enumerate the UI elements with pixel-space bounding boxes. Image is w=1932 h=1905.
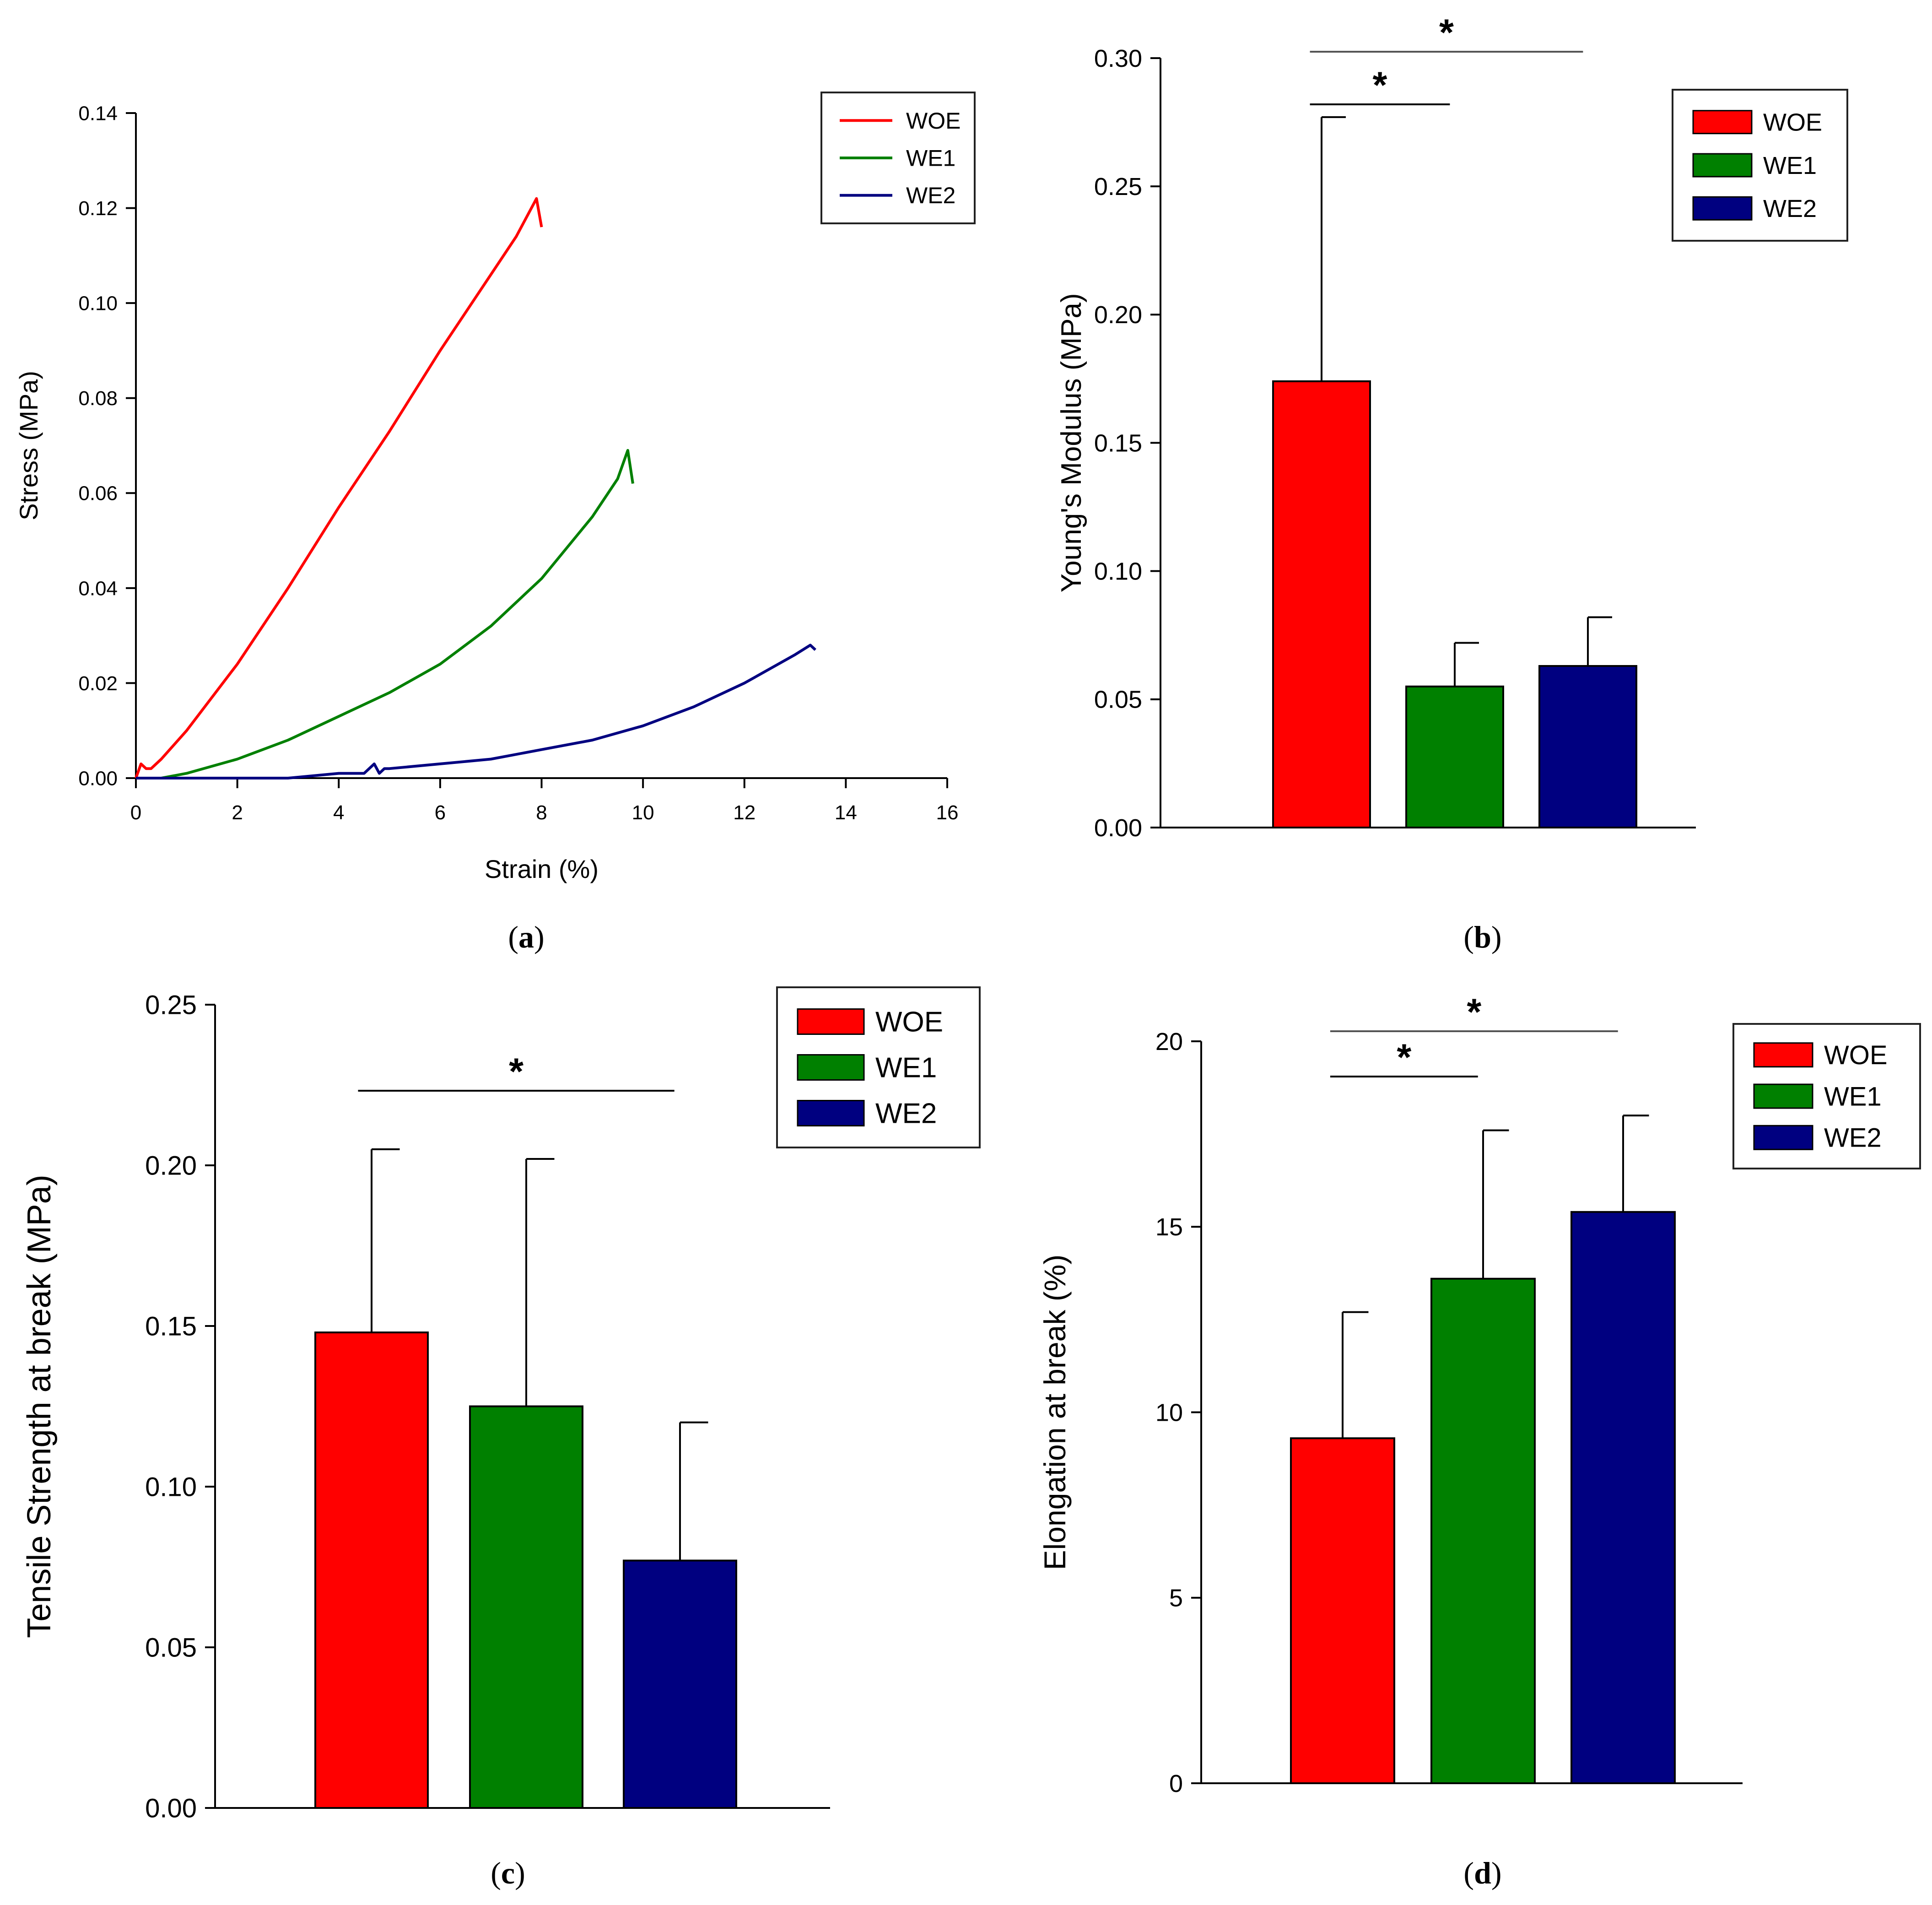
y-tick-label: 0.10: [1094, 558, 1142, 585]
panel-caption-letter: c: [501, 1856, 515, 1890]
panel-caption-open: (: [508, 920, 518, 954]
significance-star: *: [1397, 1037, 1411, 1078]
y-tick-label: 0.30: [1094, 45, 1142, 72]
x-tick-label: 6: [435, 801, 446, 824]
y-tick-label: 0.02: [78, 672, 118, 695]
y-axis-label: Tensile Strength at break (MPa): [21, 1174, 58, 1638]
panel-caption-close: ): [1491, 1856, 1502, 1890]
legend-label: WE1: [1824, 1082, 1882, 1111]
y-tick-label: 0.25: [145, 990, 197, 1020]
bar-we2: [1571, 1212, 1675, 1783]
y-axis-label: Elongation at break (%): [1038, 1255, 1072, 1570]
series-line-woe: [136, 199, 542, 778]
significance-star: *: [509, 1051, 523, 1093]
legend-swatch-we1: [1693, 154, 1752, 177]
bar-we1: [1406, 687, 1503, 828]
bar-we2: [1539, 666, 1636, 828]
x-axis-label: Strain (%): [485, 855, 599, 883]
bar-woe: [315, 1332, 428, 1808]
y-tick-label: 0.05: [1094, 686, 1142, 714]
y-tick-label: 0.15: [145, 1311, 197, 1341]
y-tick-label: 0: [1169, 1770, 1183, 1797]
y-tick-label: 0.00: [78, 767, 118, 790]
legend-swatch-woe: [1754, 1043, 1813, 1067]
panel-caption-letter: b: [1474, 920, 1491, 954]
y-tick-label: 20: [1155, 1028, 1183, 1055]
y-tick-label: 0.10: [145, 1472, 197, 1502]
legend-label: WE2: [906, 183, 955, 208]
significance-star: *: [1373, 65, 1387, 106]
panel-caption-close: ): [515, 1856, 525, 1890]
y-tick-label: 0.08: [78, 387, 118, 410]
bar-we1: [470, 1407, 583, 1808]
legend-swatch-we1: [798, 1055, 864, 1080]
legend-label: WE2: [1824, 1123, 1882, 1153]
panel-caption-open: (: [1463, 1856, 1474, 1890]
x-tick-label: 4: [333, 801, 344, 824]
legend-swatch-we2: [1754, 1126, 1813, 1149]
legend-label: WE2: [875, 1098, 937, 1130]
panel-caption: (b): [1463, 920, 1501, 954]
legend-swatch-we2: [798, 1101, 864, 1126]
panel-caption-letter: a: [518, 920, 534, 954]
y-tick-label: 5: [1169, 1585, 1183, 1612]
panel-caption: (c): [491, 1856, 525, 1890]
x-tick-label: 16: [936, 801, 959, 824]
y-tick-label: 0.10: [78, 292, 118, 315]
y-tick-label: 0.25: [1094, 173, 1142, 200]
legend-label: WE1: [875, 1052, 937, 1084]
panel-caption-close: ): [1491, 920, 1502, 954]
legend-swatch-woe: [1693, 111, 1752, 134]
series-line-we1: [136, 450, 633, 778]
y-tick-label: 0.14: [78, 102, 118, 124]
bar-we2: [624, 1560, 736, 1808]
x-tick-label: 0: [130, 801, 141, 824]
y-tick-label: 0.20: [145, 1151, 197, 1180]
legend-swatch-woe: [798, 1009, 864, 1034]
y-tick-label: 0.12: [78, 197, 118, 220]
panel-caption-close: ): [534, 920, 545, 954]
bar-we1: [1431, 1279, 1535, 1783]
figure: 0.00 0.02 0.04 0.06 0.08 0.10 0.12 0.14 Stress (…: [0, 0, 1932, 1905]
legend-swatch-we2: [1693, 197, 1752, 220]
panel-caption-open: (: [491, 1856, 501, 1890]
y-tick-label: 10: [1155, 1399, 1183, 1426]
y-tick-label: 0.20: [1094, 301, 1142, 329]
x-tick-label: 12: [733, 801, 756, 824]
panel-caption-open: (: [1463, 920, 1474, 954]
legend-label: WOE: [1763, 109, 1822, 136]
x-tick-label: 8: [536, 801, 547, 824]
x-tick-label: 2: [232, 801, 243, 824]
significance-star: *: [1439, 12, 1454, 54]
legend-label: WOE: [875, 1007, 943, 1038]
panel-caption: (a): [508, 920, 544, 954]
legend-label: WE1: [906, 146, 955, 171]
y-tick-label: 15: [1155, 1213, 1183, 1241]
y-axis-label: Young's Modulus (MPa): [1056, 293, 1087, 593]
legend-label: WOE: [1824, 1040, 1888, 1070]
y-tick-label: 0.15: [1094, 429, 1142, 457]
y-tick-label: 0.04: [78, 577, 118, 600]
x-tick-label: 14: [835, 801, 857, 824]
y-tick-label: 0.00: [145, 1793, 197, 1823]
legend-swatch-we1: [1754, 1084, 1813, 1108]
y-tick-label: 0.06: [78, 482, 118, 505]
panel-caption: (d): [1463, 1856, 1501, 1890]
legend-label: WE1: [1763, 152, 1817, 179]
legend-label: WE2: [1763, 195, 1817, 222]
x-tick-label: 10: [632, 801, 654, 824]
y-axis-label: Stress (MPa): [14, 371, 43, 520]
y-tick-label: 0.05: [145, 1633, 197, 1662]
y-tick-label: 0.00: [1094, 814, 1142, 842]
significance-star: *: [1467, 991, 1481, 1033]
panel-caption-letter: d: [1474, 1856, 1491, 1890]
legend-label: WOE: [906, 108, 961, 134]
bar-woe: [1291, 1438, 1394, 1783]
bar-woe: [1273, 381, 1370, 828]
